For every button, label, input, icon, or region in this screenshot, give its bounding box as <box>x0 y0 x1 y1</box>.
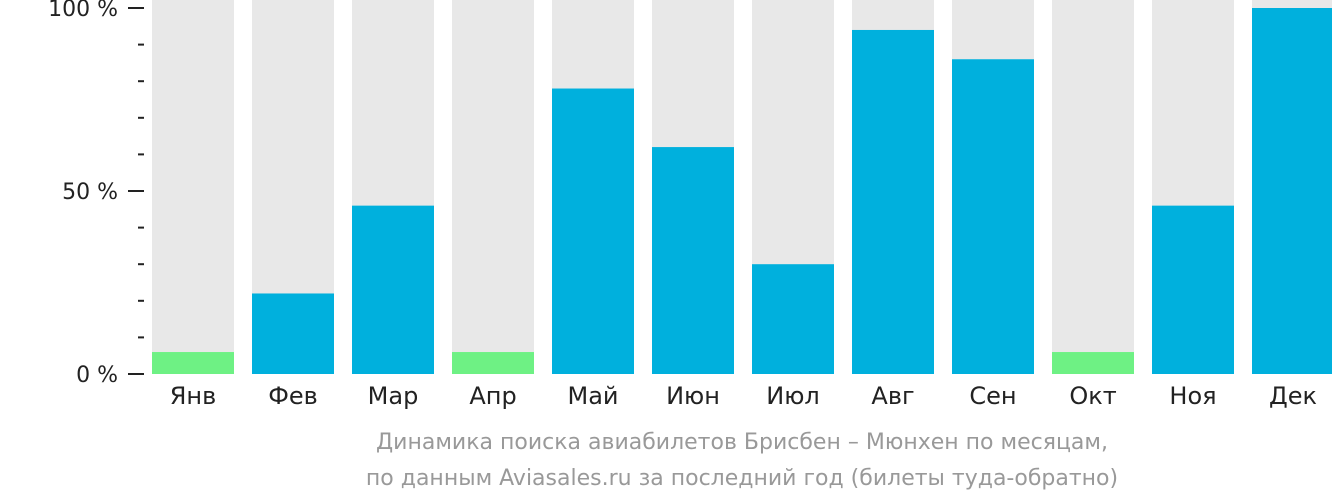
bar-12 <box>1252 8 1332 374</box>
y-axis: 0 % 50 % 100 % <box>48 0 144 388</box>
bar-11 <box>1152 205 1234 374</box>
x-tick-label-2: Фев <box>268 382 318 410</box>
bar-4 <box>452 352 534 374</box>
x-tick-label-10: Окт <box>1069 382 1116 410</box>
chart-caption-line-2: по данным Aviasales.ru за последний год … <box>365 466 1119 491</box>
y-tick-label-50: 50 % <box>62 180 118 205</box>
x-tick-label-1: Янв <box>170 382 217 410</box>
bar-2 <box>252 293 334 374</box>
y-tick-label-100: 100 % <box>48 0 118 22</box>
x-tick-label-5: Май <box>567 382 618 410</box>
category-labels: Янв Фев Мар Апр Май Июн Июл Авг Сен Окт Ноя Дек <box>170 382 1317 410</box>
x-tick-label-8: Авг <box>871 382 914 410</box>
x-tick-label-6: Июн <box>666 382 720 410</box>
bar-background-4 <box>452 0 534 374</box>
bar-6 <box>652 147 734 374</box>
bar-7 <box>752 264 834 374</box>
bar-background-10 <box>1052 0 1134 374</box>
chart-caption-line-1: Динамика поиска авиабилетов Брисбен – Мю… <box>375 430 1108 455</box>
y-tick-label-0: 0 % <box>76 363 118 388</box>
bar-8 <box>852 29 934 375</box>
x-tick-label-12: Дек <box>1269 382 1317 410</box>
x-tick-label-9: Сен <box>969 382 1016 410</box>
bar-9 <box>952 59 1034 375</box>
x-tick-label-3: Мар <box>368 382 419 410</box>
x-tick-label-11: Ноя <box>1169 382 1216 410</box>
bar-10 <box>1052 352 1134 374</box>
x-tick-label-4: Апр <box>469 382 516 410</box>
x-tick-label-7: Июл <box>766 382 820 410</box>
bar-background-1 <box>152 0 234 374</box>
bar-5 <box>552 88 634 375</box>
bar-3 <box>352 205 434 374</box>
bar-1 <box>152 352 234 374</box>
bars <box>152 8 1332 375</box>
